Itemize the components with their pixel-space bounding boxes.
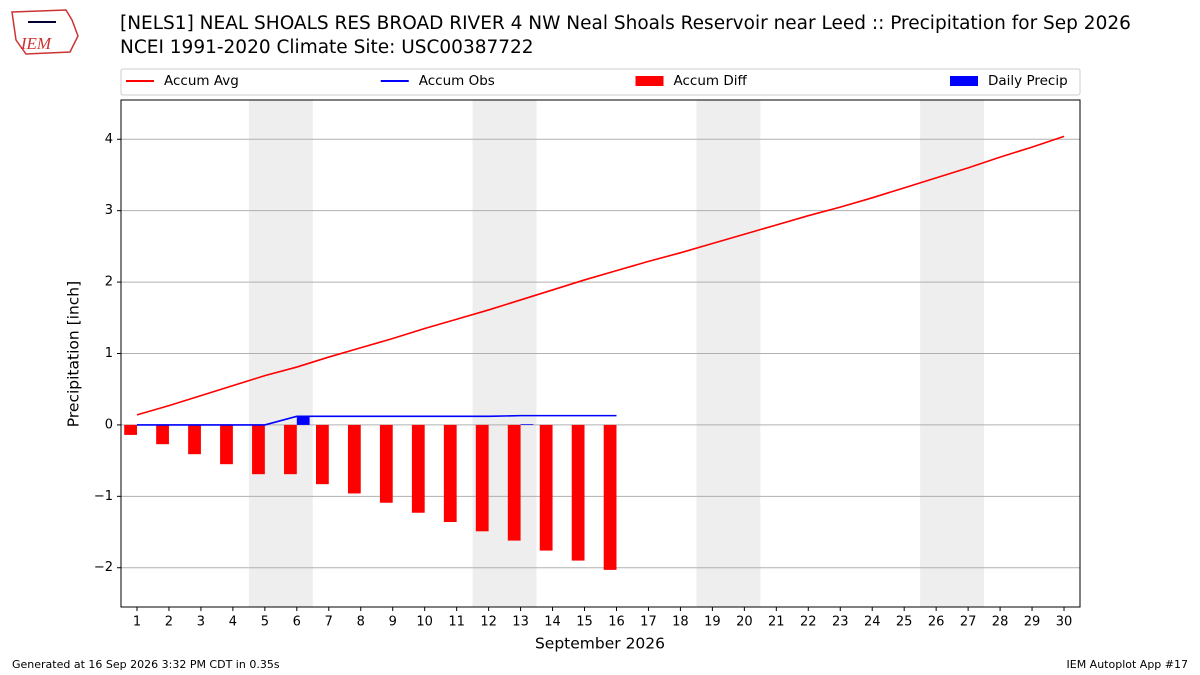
bar xyxy=(296,416,310,425)
y-axis-label: Precipitation [inch] xyxy=(65,281,83,427)
x-tick-label: 27 xyxy=(960,615,977,630)
bar xyxy=(156,424,169,445)
legend-label: Accum Avg xyxy=(164,73,239,89)
bar xyxy=(475,424,489,532)
footer-left: Generated at 16 Sep 2026 3:32 PM CDT in … xyxy=(12,658,280,671)
x-tick-label: 18 xyxy=(672,615,689,630)
bar xyxy=(220,424,233,465)
footer-right: IEM Autoplot App #17 xyxy=(1067,658,1189,671)
logo-text: IEM xyxy=(20,34,52,53)
bar xyxy=(411,424,425,513)
logo-outline xyxy=(11,9,79,55)
x-tick-label: 21 xyxy=(768,615,785,630)
plot-frame xyxy=(120,99,1081,608)
bar xyxy=(507,424,521,541)
logo: IEM xyxy=(11,9,79,55)
x-tick-label: 19 xyxy=(704,615,721,630)
x-tick-label: 22 xyxy=(800,615,817,630)
x-tick-label: 6 xyxy=(293,615,301,630)
x-tick-label: 4 xyxy=(229,615,237,630)
y-tick-label: 3 xyxy=(105,203,113,218)
legend-label: Accum Diff xyxy=(674,73,748,89)
y-tick-label: 0 xyxy=(105,417,113,432)
x-tick-label: 7 xyxy=(325,615,333,630)
x-tick-label: 25 xyxy=(896,615,913,630)
x-tick-label: 26 xyxy=(928,615,945,630)
legend-swatch xyxy=(950,76,978,86)
line xyxy=(136,414,617,426)
x-tick-label: 24 xyxy=(864,615,881,630)
x-tick-label: 2 xyxy=(165,615,173,630)
x-tick-label: 11 xyxy=(448,615,465,630)
bar xyxy=(188,424,201,455)
x-tick-label: 3 xyxy=(197,615,205,630)
line xyxy=(136,135,1065,416)
y-tick-label: 4 xyxy=(105,132,113,147)
x-tick-label: 1 xyxy=(133,615,141,630)
bar xyxy=(603,424,617,570)
bar xyxy=(284,424,297,475)
x-tick-label: 12 xyxy=(480,615,497,630)
x-axis-label: September 2026 xyxy=(535,635,665,653)
x-tick-label: 14 xyxy=(544,615,561,630)
x-tick-label: 10 xyxy=(416,615,433,630)
bar xyxy=(443,424,457,523)
bar xyxy=(379,424,393,503)
bar xyxy=(347,424,361,494)
x-tick-label: 17 xyxy=(640,615,657,630)
chart-subtitle: NCEI 1991-2020 Climate Site: USC00387722 xyxy=(120,37,534,58)
x-tick-label: 5 xyxy=(261,615,269,630)
x-tick-label: 13 xyxy=(512,615,529,630)
legend-box xyxy=(120,68,1081,96)
legend-swatch xyxy=(635,76,664,86)
y-tick-label: 1 xyxy=(105,346,113,361)
bar xyxy=(520,424,534,425)
x-tick-label: 16 xyxy=(608,615,625,630)
y-tick-label: −2 xyxy=(94,560,113,575)
bar xyxy=(571,424,585,561)
bar xyxy=(124,424,137,435)
x-tick-label: 8 xyxy=(357,615,365,630)
y-tick-label: 2 xyxy=(105,275,113,290)
x-tick-label: 23 xyxy=(832,615,849,630)
bar xyxy=(539,424,553,551)
x-tick-label: 29 xyxy=(1024,615,1041,630)
x-tick-label: 20 xyxy=(736,615,753,630)
legend-label: Accum Obs xyxy=(419,73,495,89)
legend-label: Daily Precip xyxy=(988,73,1068,89)
bar xyxy=(315,424,329,485)
x-tick-label: 28 xyxy=(992,615,1009,630)
bar xyxy=(252,424,265,475)
x-tick-label: 30 xyxy=(1056,615,1073,630)
y-tick-label: −1 xyxy=(94,489,113,504)
chart-title: [NELS1] NEAL SHOALS RES BROAD RIVER 4 NW… xyxy=(120,13,1131,34)
x-tick-label: 9 xyxy=(389,615,397,630)
x-tick-label: 15 xyxy=(576,615,593,630)
